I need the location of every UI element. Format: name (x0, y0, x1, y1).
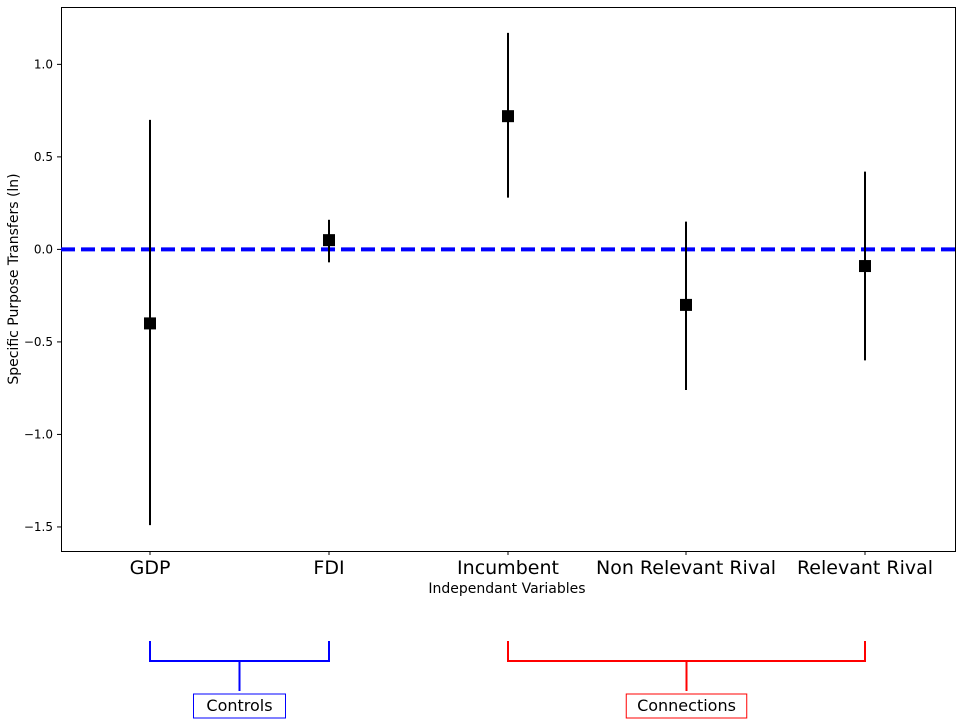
y-tick-label: 1.0 (34, 57, 53, 71)
group-bracket (149, 641, 330, 691)
group-label-box (625, 693, 748, 719)
group-label: Controls (206, 696, 272, 715)
point-marker (502, 110, 514, 123)
point-marker (680, 298, 692, 311)
point-marker (859, 260, 871, 273)
x-tick-label: Incumbent (457, 557, 559, 579)
x-axis-label: Independant Variables (428, 581, 585, 597)
y-tick-label: −0.5 (24, 335, 53, 349)
point-marker (144, 317, 156, 330)
point-marker (323, 234, 335, 247)
group-label: Connections (637, 696, 736, 715)
group-label-box (193, 693, 286, 719)
x-tick-label: GDP (130, 557, 171, 579)
x-tick-label: Relevant Rival (797, 557, 933, 579)
y-tick-label: −1.0 (24, 427, 53, 441)
y-tick-label: 0.5 (34, 150, 53, 164)
group-bracket (507, 641, 866, 691)
y-tick-label: 0.0 (34, 242, 53, 256)
y-tick-label: −1.5 (24, 520, 53, 534)
y-axis-label: Specific Purpose Transfers (ln) (6, 173, 22, 384)
x-tick-label: FDI (313, 557, 344, 579)
x-tick-label: Non Relevant Rival (596, 557, 776, 579)
